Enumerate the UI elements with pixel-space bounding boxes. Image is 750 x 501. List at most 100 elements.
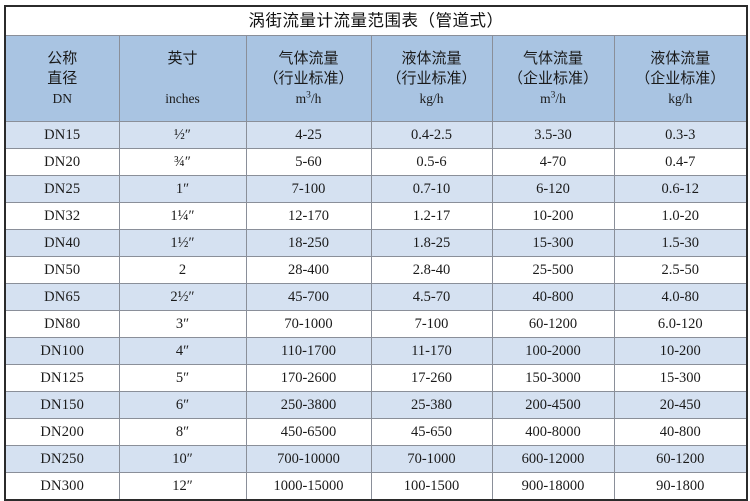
column-header-line: 液体流量	[650, 50, 711, 67]
table-row[interactable]: DN32 1¼″ 12-170 1.2-17 10-200 1.0-20	[4, 202, 748, 230]
cell-gas-ind[interactable]: 4-25	[245, 121, 372, 149]
cell-liq-ent[interactable]: 1.5-30	[613, 229, 748, 257]
table-row[interactable]: DN25 1″ 7-100 0.7-10 6-120 0.6-12	[4, 175, 748, 203]
cell-gas-ent[interactable]: 40-800	[491, 283, 615, 311]
cell-liq-ind[interactable]: 11-170	[370, 337, 493, 365]
cell-inches[interactable]: 1¼″	[118, 202, 247, 230]
cell-dn[interactable]: DN65	[4, 283, 120, 311]
table-row[interactable]: DN50 2 28-400 2.8-40 25-500 2.5-50	[4, 256, 748, 284]
table-row[interactable]: DN65 2½″ 45-700 4.5-70 40-800 4.0-80	[4, 283, 748, 311]
cell-inches[interactable]: 8″	[118, 418, 247, 446]
cell-gas-ent[interactable]: 25-500	[491, 256, 615, 284]
cell-liq-ind[interactable]: 45-650	[370, 418, 493, 446]
table-row[interactable]: DN150 6″ 250-3800 25-380 200-4500 20-450	[4, 391, 748, 419]
cell-liq-ind[interactable]: 70-1000	[370, 445, 493, 473]
cell-inches[interactable]: 2½″	[118, 283, 247, 311]
cell-dn[interactable]: DN250	[4, 445, 120, 473]
cell-liq-ind[interactable]: 0.4-2.5	[370, 121, 493, 149]
table-row[interactable]: DN250 10″ 700-10000 70-1000 600-12000 60-1200	[4, 445, 748, 473]
cell-liq-ind[interactable]: 0.7-10	[370, 175, 493, 203]
cell-dn[interactable]: DN200	[4, 418, 120, 446]
cell-liq-ent[interactable]: 2.5-50	[613, 256, 748, 284]
cell-liq-ind[interactable]: 100-1500	[370, 472, 493, 501]
cell-dn[interactable]: DN300	[4, 472, 120, 501]
table-row[interactable]: DN300 12″ 1000-15000 100-1500 900-18000 90-18…	[4, 472, 748, 501]
cell-inches[interactable]: 2	[118, 256, 247, 284]
cell-liq-ent[interactable]: 0.3-3	[613, 121, 748, 149]
cell-gas-ent[interactable]: 900-18000	[491, 472, 615, 501]
cell-liq-ind[interactable]: 2.8-40	[370, 256, 493, 284]
cell-liq-ent[interactable]: 10-200	[613, 337, 748, 365]
cell-dn[interactable]: DN20	[4, 148, 120, 176]
cell-liq-ent[interactable]: 1.0-20	[613, 202, 748, 230]
column-header-line: 液体流量	[401, 50, 462, 67]
cell-liq-ind[interactable]: 25-380	[370, 391, 493, 419]
cell-gas-ind[interactable]: 45-700	[245, 283, 372, 311]
cell-dn[interactable]: DN80	[4, 310, 120, 338]
cell-gas-ent[interactable]: 10-200	[491, 202, 615, 230]
cell-liq-ent[interactable]: 90-1800	[613, 472, 748, 501]
cell-gas-ent[interactable]: 150-3000	[491, 364, 615, 392]
table-row[interactable]: DN125 5″ 170-2600 17-260 150-3000 15-300	[4, 364, 748, 392]
cell-gas-ent[interactable]: 4-70	[491, 148, 615, 176]
cell-inches[interactable]: 1½″	[118, 229, 247, 257]
cell-gas-ind[interactable]: 12-170	[245, 202, 372, 230]
cell-dn[interactable]: DN150	[4, 391, 120, 419]
table-row[interactable]: DN15 ½″ 4-25 0.4-2.5 3.5-30 0.3-3	[4, 121, 748, 149]
table-row[interactable]: DN200 8″ 450-6500 45-650 400-8000 40-800	[4, 418, 748, 446]
cell-inches[interactable]: 12″	[118, 472, 247, 501]
cell-liq-ent[interactable]: 0.6-12	[613, 175, 748, 203]
table-row[interactable]: DN100 4″ 110-1700 11-170 100-2000 10-200	[4, 337, 748, 365]
cell-dn[interactable]: DN25	[4, 175, 120, 203]
cell-dn[interactable]: DN32	[4, 202, 120, 230]
cell-inches[interactable]: 3″	[118, 310, 247, 338]
cell-inches[interactable]: 4″	[118, 337, 247, 365]
cell-inches[interactable]: ½″	[118, 121, 247, 149]
cell-liq-ent[interactable]: 6.0-120	[613, 310, 748, 338]
cell-gas-ind[interactable]: 700-10000	[245, 445, 372, 473]
cell-liq-ind[interactable]: 17-260	[370, 364, 493, 392]
cell-gas-ind[interactable]: 70-1000	[245, 310, 372, 338]
cell-inches[interactable]: 10″	[118, 445, 247, 473]
table-row[interactable]: DN20 ¾″ 5-60 0.5-6 4-70 0.4-7	[4, 148, 748, 176]
cell-inches[interactable]: 1″	[118, 175, 247, 203]
cell-gas-ent[interactable]: 15-300	[491, 229, 615, 257]
cell-gas-ent[interactable]: 6-120	[491, 175, 615, 203]
cell-inches[interactable]: 6″	[118, 391, 247, 419]
cell-dn[interactable]: DN15	[4, 121, 120, 149]
cell-liq-ind[interactable]: 4.5-70	[370, 283, 493, 311]
cell-gas-ind[interactable]: 250-3800	[245, 391, 372, 419]
cell-gas-ind[interactable]: 110-1700	[245, 337, 372, 365]
cell-gas-ent[interactable]: 60-1200	[491, 310, 615, 338]
cell-gas-ent[interactable]: 200-4500	[491, 391, 615, 419]
cell-liq-ent[interactable]: 4.0-80	[613, 283, 748, 311]
cell-dn[interactable]: DN100	[4, 337, 120, 365]
cell-dn[interactable]: DN40	[4, 229, 120, 257]
table-row[interactable]: DN80 3″ 70-1000 7-100 60-1200 6.0-120	[4, 310, 748, 338]
cell-gas-ind[interactable]: 18-250	[245, 229, 372, 257]
cell-liq-ind[interactable]: 1.2-17	[370, 202, 493, 230]
cell-liq-ent[interactable]: 20-450	[613, 391, 748, 419]
cell-inches[interactable]: ¾″	[118, 148, 247, 176]
cell-gas-ent[interactable]: 100-2000	[491, 337, 615, 365]
cell-gas-ind[interactable]: 7-100	[245, 175, 372, 203]
cell-liq-ent[interactable]: 0.4-7	[613, 148, 748, 176]
cell-gas-ind[interactable]: 1000-15000	[245, 472, 372, 501]
cell-liq-ind[interactable]: 7-100	[370, 310, 493, 338]
cell-inches[interactable]: 5″	[118, 364, 247, 392]
cell-liq-ind[interactable]: 0.5-6	[370, 148, 493, 176]
cell-liq-ent[interactable]: 60-1200	[613, 445, 748, 473]
cell-gas-ind[interactable]: 170-2600	[245, 364, 372, 392]
cell-gas-ind[interactable]: 28-400	[245, 256, 372, 284]
cell-liq-ind[interactable]: 1.8-25	[370, 229, 493, 257]
cell-gas-ind[interactable]: 450-6500	[245, 418, 372, 446]
cell-liq-ent[interactable]: 15-300	[613, 364, 748, 392]
table-row[interactable]: DN40 1½″ 18-250 1.8-25 15-300 1.5-30	[4, 229, 748, 257]
cell-liq-ent[interactable]: 40-800	[613, 418, 748, 446]
cell-gas-ent[interactable]: 400-8000	[491, 418, 615, 446]
cell-gas-ent[interactable]: 3.5-30	[491, 121, 615, 149]
cell-gas-ind[interactable]: 5-60	[245, 148, 372, 176]
cell-dn[interactable]: DN125	[4, 364, 120, 392]
cell-dn[interactable]: DN50	[4, 256, 120, 284]
cell-gas-ent[interactable]: 600-12000	[491, 445, 615, 473]
